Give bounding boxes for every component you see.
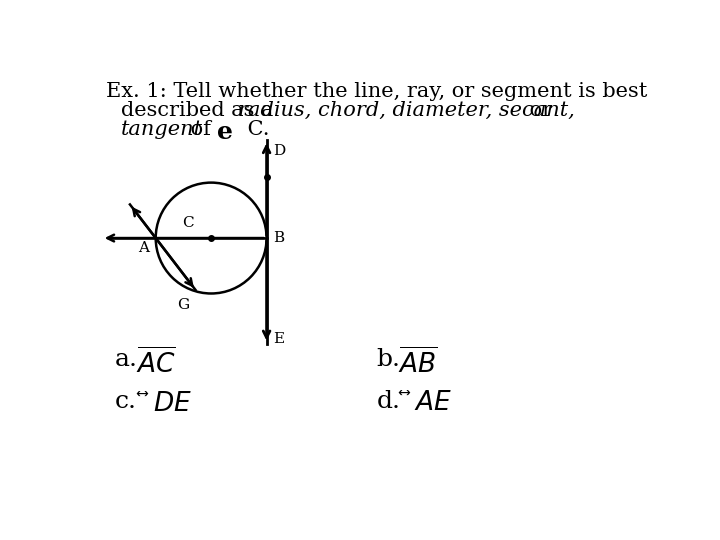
Text: $\overline{AC}$: $\overline{AC}$ <box>137 348 176 379</box>
Text: e: e <box>217 120 233 144</box>
Text: C.: C. <box>241 120 270 139</box>
Text: E: E <box>273 332 284 346</box>
Text: $\overleftrightarrow{AE}$: $\overleftrightarrow{AE}$ <box>398 390 452 416</box>
Text: radius, chord, diameter, secant,: radius, chord, diameter, secant, <box>238 101 575 120</box>
Text: A: A <box>138 241 150 255</box>
Text: G: G <box>177 298 189 312</box>
Text: tangent: tangent <box>121 120 203 139</box>
Text: of: of <box>184 120 217 139</box>
Text: $\overline{AB}$: $\overline{AB}$ <box>398 348 438 379</box>
Text: a.: a. <box>115 348 138 371</box>
Text: D: D <box>273 144 285 158</box>
Text: d.: d. <box>377 390 401 413</box>
Text: C: C <box>182 217 194 231</box>
Text: $\overleftrightarrow{DE}$: $\overleftrightarrow{DE}$ <box>137 392 193 417</box>
Text: c.: c. <box>115 390 137 413</box>
Text: described as a: described as a <box>121 101 280 120</box>
Text: B: B <box>273 231 284 245</box>
Text: Ex. 1: Tell whether the line, ray, or segment is best: Ex. 1: Tell whether the line, ray, or se… <box>106 82 647 101</box>
Text: or: or <box>523 101 552 120</box>
Text: b.: b. <box>377 348 401 371</box>
